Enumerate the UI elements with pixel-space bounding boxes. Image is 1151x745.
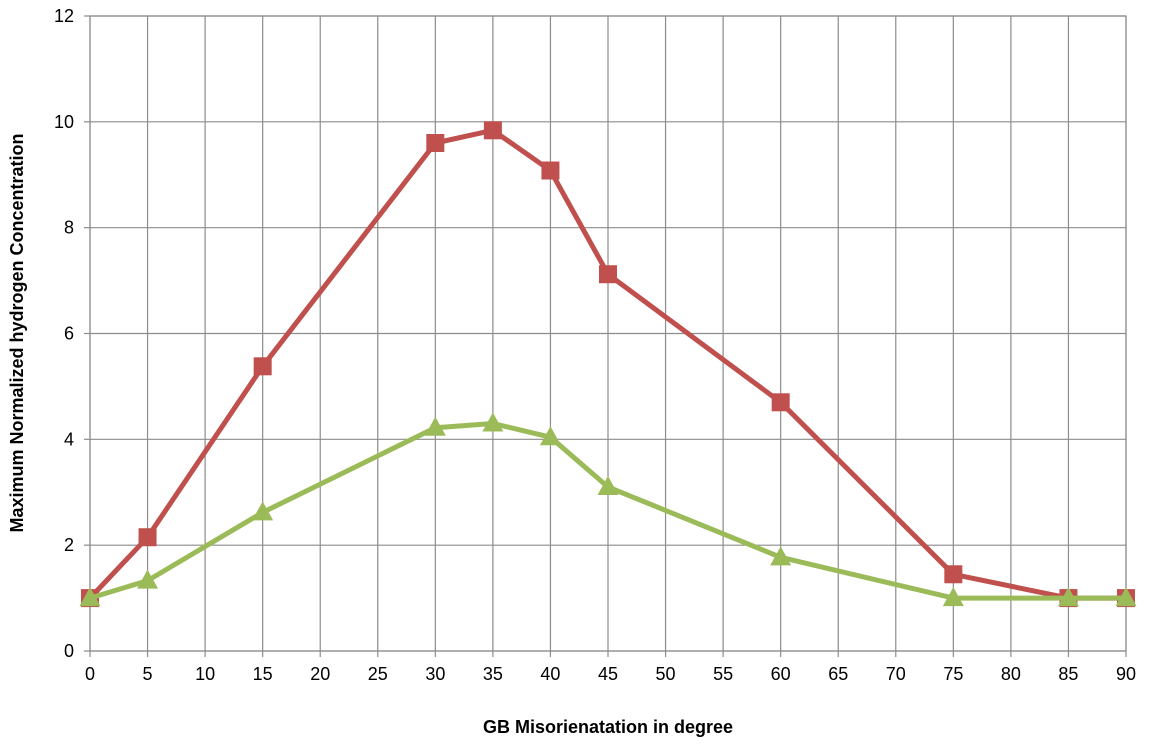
x-tick-label: 55	[713, 664, 733, 684]
x-tick-label: 25	[368, 664, 388, 684]
series	[79, 121, 1137, 608]
square-marker	[138, 528, 157, 547]
x-tick-label: 70	[886, 664, 906, 684]
square-marker	[483, 121, 502, 140]
x-tick-label: 65	[828, 664, 848, 684]
x-tick-label: 20	[310, 664, 330, 684]
y-tick-label: 12	[54, 6, 74, 26]
x-tick-label: 60	[771, 664, 791, 684]
square-marker	[426, 134, 445, 152]
y-tick-label: 10	[54, 112, 74, 132]
x-tick-label: 80	[1001, 664, 1021, 684]
y-axis-title: Maximum Normalized hydrogen Concentratio…	[7, 133, 27, 532]
y-tick-label: 0	[64, 641, 74, 661]
square-marker	[253, 357, 272, 376]
x-tick-label: 50	[656, 664, 676, 684]
square-marker	[541, 161, 560, 180]
y-tick-label: 6	[64, 324, 74, 344]
triangle-marker	[482, 412, 504, 432]
x-tick-label: 0	[85, 664, 95, 684]
x-tick-label: 15	[253, 664, 273, 684]
triangle-marker	[252, 501, 274, 521]
y-tick-label: 2	[64, 535, 74, 555]
triangle-marker	[79, 587, 101, 607]
triangle-marker	[770, 546, 792, 566]
triangle-marker	[424, 416, 446, 436]
triangle-marker	[539, 426, 561, 446]
tick-labels: 0 5 10 15 20 25 30 35 40 45 50 55 60 65 70 75 80 85 90 0 2 4 6…	[54, 6, 1136, 684]
gridlines	[84, 15, 1127, 657]
x-tick-label: 85	[1058, 664, 1078, 684]
square-marker	[599, 265, 617, 284]
triangle-marker	[597, 475, 619, 495]
x-tick-label: 35	[483, 664, 503, 684]
series-triangle	[79, 412, 1137, 607]
triangle-marker	[137, 569, 159, 589]
square-marker	[771, 393, 790, 412]
x-tick-label: 45	[598, 664, 618, 684]
y-tick-label: 4	[64, 429, 74, 449]
triangle-marker	[942, 587, 964, 607]
x-tick-label: 40	[540, 664, 560, 684]
square-marker	[944, 565, 963, 584]
y-tick-label: 8	[64, 218, 74, 238]
triangle-marker	[1057, 587, 1079, 607]
x-tick-label: 90	[1116, 664, 1136, 684]
x-tick-label: 10	[195, 664, 215, 684]
x-axis-title: GB Misorienatation in degree	[483, 717, 733, 737]
x-tick-label: 75	[943, 664, 963, 684]
triangle-marker	[1115, 587, 1137, 607]
x-tick-label: 5	[143, 664, 153, 684]
x-tick-label: 30	[425, 664, 445, 684]
